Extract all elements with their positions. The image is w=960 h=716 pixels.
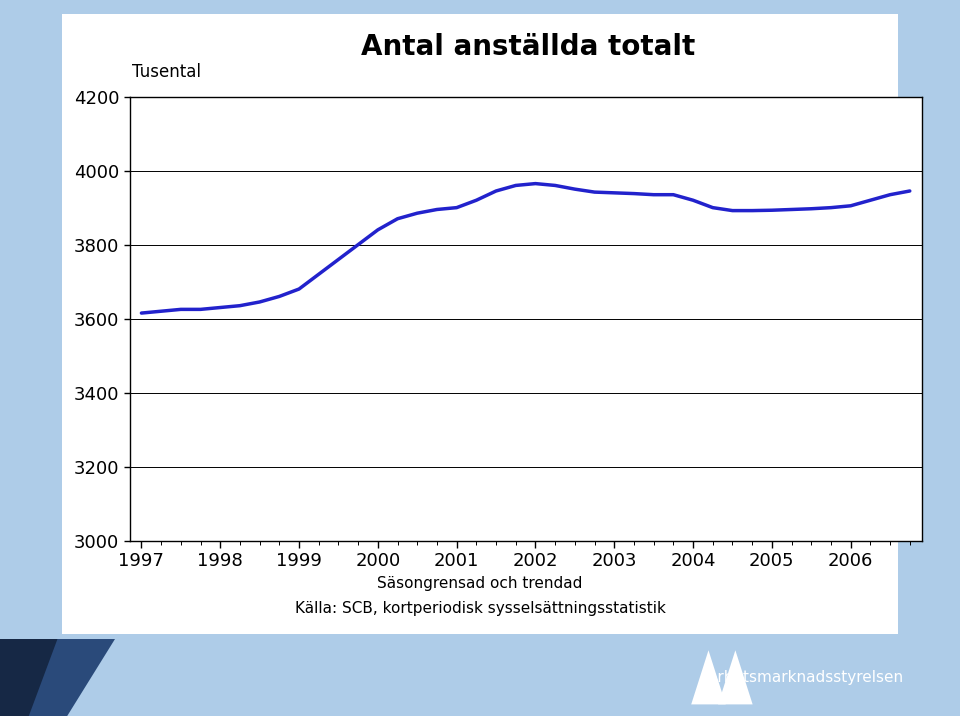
Text: Säsongrensad och trendad: Säsongrensad och trendad <box>377 576 583 591</box>
Polygon shape <box>0 639 115 716</box>
Text: Källa: SCB, kortperiodisk sysselsättningsstatistik: Källa: SCB, kortperiodisk sysselsättning… <box>295 601 665 616</box>
Polygon shape <box>691 650 726 705</box>
Text: Tusental: Tusental <box>132 62 202 81</box>
Polygon shape <box>0 639 58 716</box>
Polygon shape <box>718 650 753 705</box>
Text: Arbetsmarknadsstyrelsen: Arbetsmarknadsstyrelsen <box>708 670 904 684</box>
Text: Antal anställda totalt: Antal anställda totalt <box>361 32 695 61</box>
